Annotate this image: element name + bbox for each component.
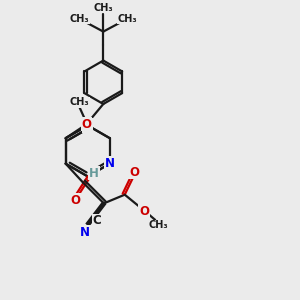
Text: CH₃: CH₃ — [148, 220, 168, 230]
Text: CH₃: CH₃ — [94, 3, 113, 13]
Text: O: O — [82, 118, 92, 131]
Text: CH₃: CH₃ — [117, 14, 137, 24]
Text: O: O — [139, 205, 149, 218]
Text: N: N — [80, 226, 90, 239]
Text: CH₃: CH₃ — [70, 97, 89, 107]
Text: C: C — [93, 214, 102, 227]
Text: O: O — [70, 194, 81, 207]
Text: N: N — [105, 157, 115, 170]
Text: O: O — [129, 166, 139, 178]
Text: N: N — [83, 119, 93, 132]
Text: H: H — [89, 167, 99, 180]
Text: CH₃: CH₃ — [70, 14, 89, 24]
